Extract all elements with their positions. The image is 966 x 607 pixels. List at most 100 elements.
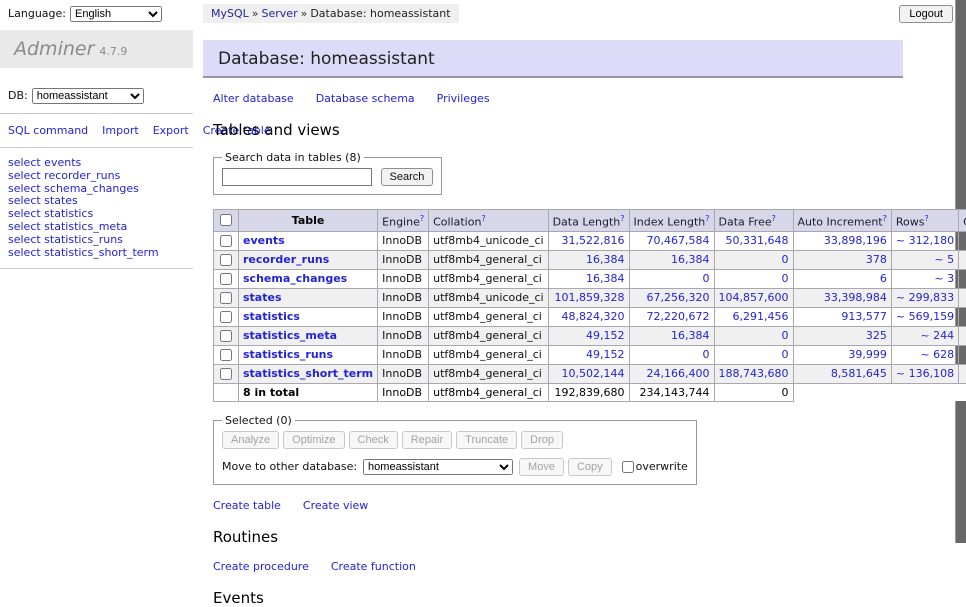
auto-increment-value[interactable]: 33,898,196 — [824, 234, 887, 247]
sidebar-select-recorder_runs[interactable]: select recorder_runs — [8, 170, 193, 183]
table-link-states[interactable]: states — [243, 291, 282, 304]
copy-button[interactable]: Copy — [568, 458, 612, 476]
breadcrumb-link-server[interactable]: Server — [262, 7, 298, 20]
check-button[interactable]: Check — [349, 431, 398, 449]
row-checkbox[interactable] — [220, 273, 232, 285]
index-length-value[interactable]: 67,256,320 — [647, 291, 710, 304]
help-icon[interactable]: ? — [705, 214, 709, 223]
sidebar-select-statistics_meta[interactable]: select statistics_meta — [8, 221, 193, 234]
repair-button[interactable]: Repair — [402, 431, 452, 449]
sidebar-action-sql-command[interactable]: SQL command — [8, 124, 88, 137]
data-length-value[interactable]: 49,152 — [586, 348, 625, 361]
overwrite-checkbox[interactable] — [622, 461, 634, 473]
database-schema-link[interactable]: Database schema — [316, 92, 415, 105]
table-link-recorder_runs[interactable]: recorder_runs — [243, 253, 329, 266]
optimize-button[interactable]: Optimize — [283, 431, 344, 449]
row-checkbox[interactable] — [220, 330, 232, 342]
row-checkbox[interactable] — [220, 368, 232, 380]
search-button[interactable]: Search — [381, 168, 434, 186]
data-length-value[interactable]: 101,859,328 — [555, 291, 625, 304]
help-icon[interactable]: ? — [772, 214, 776, 223]
table-link-statistics_runs[interactable]: statistics_runs — [243, 348, 333, 361]
rows-value[interactable]: ~ 5 — [934, 253, 954, 266]
data-length-value[interactable]: 49,152 — [586, 329, 625, 342]
data-free-value[interactable]: 0 — [782, 253, 789, 266]
index-length-value[interactable]: 0 — [703, 348, 710, 361]
table-link-statistics_meta[interactable]: statistics_meta — [243, 329, 337, 342]
truncate-button[interactable]: Truncate — [456, 431, 517, 449]
rows-value[interactable]: ~ 3 — [934, 272, 954, 285]
rows-value[interactable]: ~ 244 — [920, 329, 954, 342]
move-button[interactable]: Move — [519, 458, 564, 476]
table-link-statistics_short_term[interactable]: statistics_short_term — [243, 367, 373, 380]
sidebar-select-events[interactable]: select events — [8, 157, 193, 170]
auto-increment-value[interactable]: 325 — [866, 329, 887, 342]
index-length-value[interactable]: 72,220,672 — [647, 310, 710, 323]
rows-value[interactable]: ~ 569,159 — [896, 310, 954, 323]
db-select[interactable]: homeassistant — [32, 88, 144, 104]
search-input[interactable] — [222, 168, 372, 186]
auto-increment-value[interactable]: 913,577 — [841, 310, 887, 323]
auto-increment-value[interactable]: 39,999 — [848, 348, 887, 361]
breadcrumb-link-mysql[interactable]: MySQL — [211, 7, 249, 20]
data-free-value[interactable]: 0 — [782, 348, 789, 361]
logout-button[interactable]: Logout — [899, 5, 953, 23]
sidebar-action-import[interactable]: Import — [102, 124, 139, 137]
auto-increment-value[interactable]: 8,581,645 — [831, 367, 887, 380]
row-checkbox[interactable] — [220, 311, 232, 323]
alter-database-link[interactable]: Alter database — [213, 92, 294, 105]
language-select[interactable]: English — [70, 6, 162, 22]
rows-value[interactable]: ~ 312,180 — [896, 234, 954, 247]
row-checkbox[interactable] — [220, 349, 232, 361]
data-free-value[interactable]: 0 — [782, 272, 789, 285]
help-icon[interactable]: ? — [420, 214, 424, 223]
comment-cell — [959, 231, 966, 250]
table-link-events[interactable]: events — [243, 234, 285, 247]
data-length-value[interactable]: 48,824,320 — [562, 310, 625, 323]
index-length-value[interactable]: 16,384 — [671, 253, 710, 266]
rows-value[interactable]: ~ 299,833 — [896, 291, 954, 304]
analyze-button[interactable]: Analyze — [222, 431, 279, 449]
auto-increment-value[interactable]: 378 — [866, 253, 887, 266]
index-length-value[interactable]: 0 — [703, 272, 710, 285]
help-icon[interactable]: ? — [620, 214, 624, 223]
breadcrumb-separator: » — [252, 7, 259, 20]
data-length-value[interactable]: 16,384 — [586, 272, 625, 285]
sidebar-action-export[interactable]: Export — [153, 124, 189, 137]
data-free-value[interactable]: 0 — [782, 329, 789, 342]
data-length-value[interactable]: 31,522,816 — [562, 234, 625, 247]
sidebar-select-statistics_short_term[interactable]: select statistics_short_term — [8, 247, 193, 260]
rows-value[interactable]: ~ 136,108 — [896, 367, 954, 380]
select-all-checkbox[interactable] — [220, 214, 232, 226]
table-link-statistics[interactable]: statistics — [243, 310, 300, 323]
create-table-link[interactable]: Create table — [213, 499, 281, 512]
row-checkbox[interactable] — [220, 235, 232, 247]
data-length-value[interactable]: 10,502,144 — [562, 367, 625, 380]
help-icon[interactable]: ? — [924, 214, 928, 223]
auto-increment-value[interactable]: 33,398,984 — [824, 291, 887, 304]
privileges-link[interactable]: Privileges — [437, 92, 490, 105]
index-length-value[interactable]: 16,384 — [671, 329, 710, 342]
rows-value[interactable]: ~ 628 — [920, 348, 954, 361]
row-checkbox[interactable] — [220, 292, 232, 304]
move-database-select[interactable]: homeassistant — [363, 459, 513, 475]
sidebar-select-statistics_runs[interactable]: select statistics_runs — [8, 234, 193, 247]
drop-button[interactable]: Drop — [521, 431, 563, 449]
help-icon[interactable]: ? — [883, 214, 887, 223]
create-function-link[interactable]: Create function — [331, 560, 416, 573]
create-procedure-link[interactable]: Create procedure — [213, 560, 309, 573]
table-link-schema_changes[interactable]: schema_changes — [243, 272, 347, 285]
create-view-link[interactable]: Create view — [303, 499, 368, 512]
index-length-value[interactable]: 24,166,400 — [647, 367, 710, 380]
help-icon[interactable]: ? — [481, 214, 485, 223]
data-free-value[interactable]: 104,857,600 — [719, 291, 789, 304]
index-length-value[interactable]: 70,467,584 — [647, 234, 710, 247]
data-length-value[interactable]: 16,384 — [586, 253, 625, 266]
data-free-value[interactable]: 6,291,456 — [733, 310, 789, 323]
index-length-cell: 0 — [629, 345, 714, 364]
row-checkbox[interactable] — [220, 254, 232, 266]
auto-increment-value[interactable]: 6 — [880, 272, 887, 285]
data-free-value[interactable]: 188,743,680 — [719, 367, 789, 380]
data-free-value[interactable]: 50,331,648 — [726, 234, 789, 247]
